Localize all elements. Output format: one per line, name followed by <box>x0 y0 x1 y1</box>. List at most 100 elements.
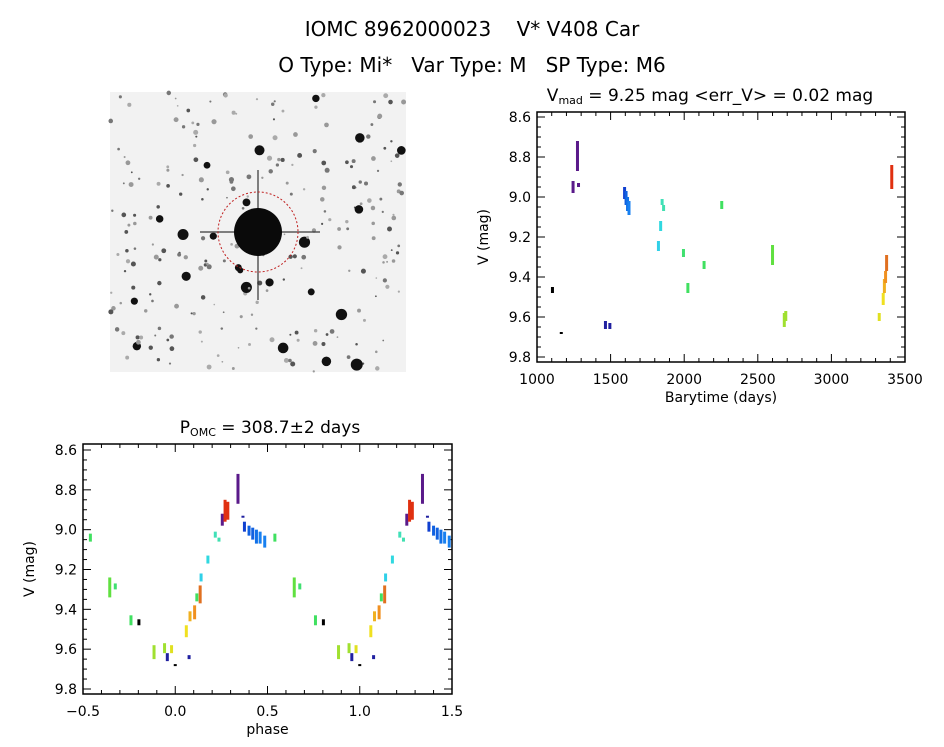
data-point <box>354 645 358 654</box>
y-tick-label: 9.6 <box>55 642 77 658</box>
plot-frame <box>536 111 906 363</box>
star <box>266 155 273 161</box>
target-circle <box>217 191 299 273</box>
star <box>379 197 383 201</box>
data-point <box>686 283 690 293</box>
data-point <box>771 245 775 265</box>
data-point <box>559 332 563 334</box>
star <box>312 94 320 103</box>
star <box>391 259 396 263</box>
star <box>220 327 224 330</box>
data-point <box>603 321 607 329</box>
star <box>114 327 120 332</box>
star <box>181 173 184 177</box>
star <box>230 186 236 192</box>
star <box>358 180 362 184</box>
data-point <box>877 313 881 321</box>
star <box>268 169 273 174</box>
star <box>313 329 318 333</box>
data-point <box>129 615 133 626</box>
star <box>154 334 157 337</box>
star <box>397 146 406 155</box>
x-tick-label: 1.5 <box>441 704 463 720</box>
star <box>231 367 235 370</box>
x-tick-label: 2500 <box>740 372 776 388</box>
star <box>261 176 264 179</box>
star <box>181 271 191 281</box>
star <box>300 267 303 270</box>
data-point <box>184 625 188 638</box>
star <box>397 182 402 187</box>
y-tick-label: 9.2 <box>55 563 77 579</box>
star <box>206 364 212 370</box>
star <box>166 90 172 96</box>
data-point <box>890 165 894 189</box>
title-rest: = 308.7±2 days <box>215 418 361 438</box>
data-point <box>350 653 354 662</box>
data-point <box>659 221 663 231</box>
data-point <box>575 141 579 171</box>
object-title: IOMC 8962000023 V* V408 Car <box>304 17 640 41</box>
star <box>271 102 275 106</box>
star <box>371 236 376 241</box>
star <box>401 99 407 105</box>
y-tick-label: 9.2 <box>509 230 531 246</box>
x-tick-label: 3000 <box>814 372 850 388</box>
data-point <box>884 271 888 283</box>
star <box>117 147 120 151</box>
star <box>387 226 392 232</box>
star <box>195 135 198 138</box>
star <box>122 182 125 185</box>
star <box>153 254 159 260</box>
data-point <box>347 643 351 654</box>
star <box>306 235 309 239</box>
star <box>345 219 349 224</box>
star <box>200 236 206 241</box>
star <box>335 308 348 321</box>
star <box>239 315 243 319</box>
star <box>397 290 400 293</box>
data-point <box>702 261 706 269</box>
data-point <box>188 611 192 622</box>
star <box>166 168 170 172</box>
star <box>283 233 286 236</box>
star <box>301 254 307 260</box>
star <box>320 197 325 202</box>
star <box>294 330 299 335</box>
x-tick-label: 1.0 <box>349 704 371 720</box>
star <box>377 113 383 119</box>
star <box>312 370 315 373</box>
star <box>293 132 298 137</box>
star <box>385 284 390 289</box>
star <box>307 288 315 296</box>
star <box>201 197 204 201</box>
star <box>373 100 377 104</box>
star <box>192 312 196 316</box>
star <box>198 330 202 334</box>
star <box>206 188 209 191</box>
star <box>125 355 130 360</box>
data-point <box>656 241 660 251</box>
data-point <box>408 499 412 522</box>
data-point <box>420 473 424 504</box>
star <box>265 278 274 287</box>
star <box>123 156 126 159</box>
star <box>390 140 393 143</box>
y-tick-label: 8.6 <box>55 443 77 459</box>
x-tick-label: 2000 <box>666 372 702 388</box>
data-point <box>608 323 612 329</box>
x-tick-label: 0.0 <box>164 704 186 720</box>
star <box>177 252 182 257</box>
data-point <box>163 643 167 654</box>
star <box>200 340 203 343</box>
star <box>314 105 318 109</box>
star <box>174 97 177 100</box>
star <box>179 192 183 196</box>
star <box>225 170 230 175</box>
star <box>374 295 377 298</box>
data-point <box>882 279 886 293</box>
data-point <box>425 515 429 518</box>
star <box>209 232 217 240</box>
star <box>355 133 365 143</box>
data-point <box>435 527 439 540</box>
